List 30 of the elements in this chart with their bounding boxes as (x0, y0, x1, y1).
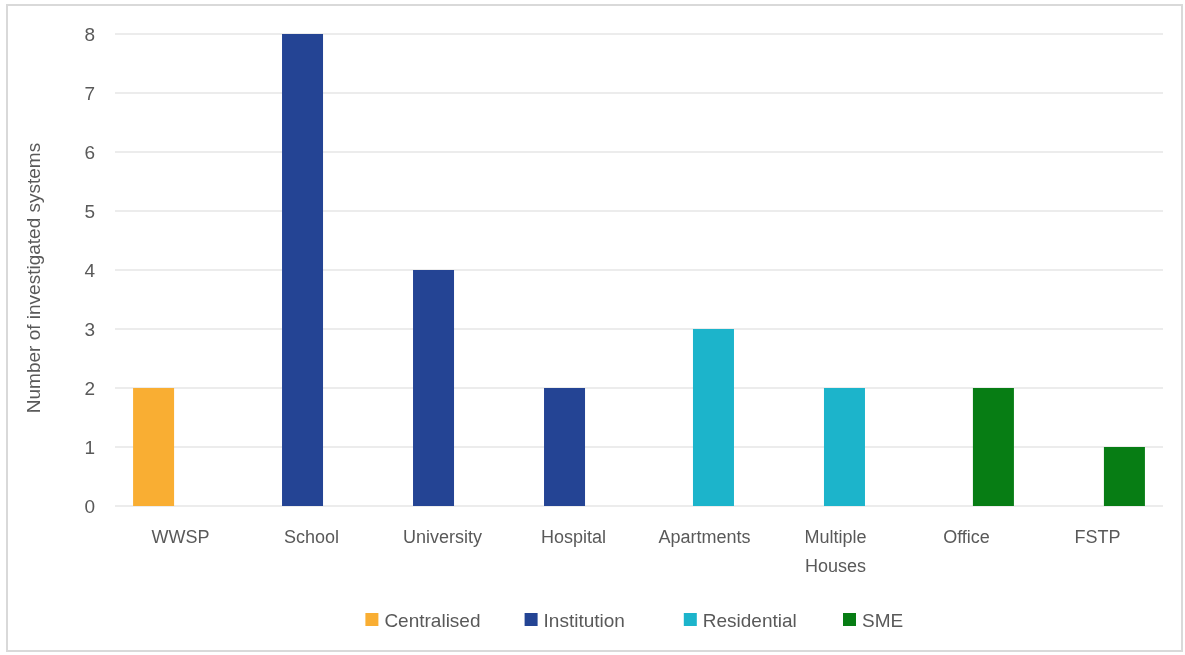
y-tick-label: 0 (84, 495, 95, 517)
x-tick-label: Office (943, 527, 990, 547)
y-tick-label: 7 (84, 82, 95, 104)
bar (692, 329, 734, 506)
bar (1103, 447, 1145, 506)
x-tick-label: WWSP (151, 527, 210, 547)
x-tick-label: Apartments (658, 527, 751, 547)
legend-label: Centralised (384, 609, 481, 631)
y-tick-label: 8 (84, 23, 95, 45)
bar (413, 270, 455, 506)
x-tick-label: University (402, 527, 483, 547)
bar (972, 388, 1014, 506)
bar (544, 388, 586, 506)
bar (282, 34, 324, 506)
x-tick-label: Hospital (540, 527, 607, 547)
y-tick-label: 3 (84, 318, 95, 340)
y-tick-label: 2 (84, 377, 95, 399)
x-tick-label: FSTP (1074, 527, 1121, 547)
x-tick-label: School (283, 527, 340, 547)
bar (823, 388, 865, 506)
bar (133, 388, 175, 506)
x-tick-label: Multiple Houses (804, 527, 867, 576)
y-tick-label: 4 (84, 259, 96, 281)
legend-label: Institution (543, 609, 625, 631)
y-tick-label: 6 (84, 141, 95, 163)
legend-label: Residential (702, 609, 797, 631)
legend-label: SME (862, 609, 904, 631)
y-axis-title: Number of investigated systems (23, 142, 44, 414)
y-tick-label: 1 (84, 436, 95, 458)
y-tick-label: 5 (84, 200, 95, 222)
